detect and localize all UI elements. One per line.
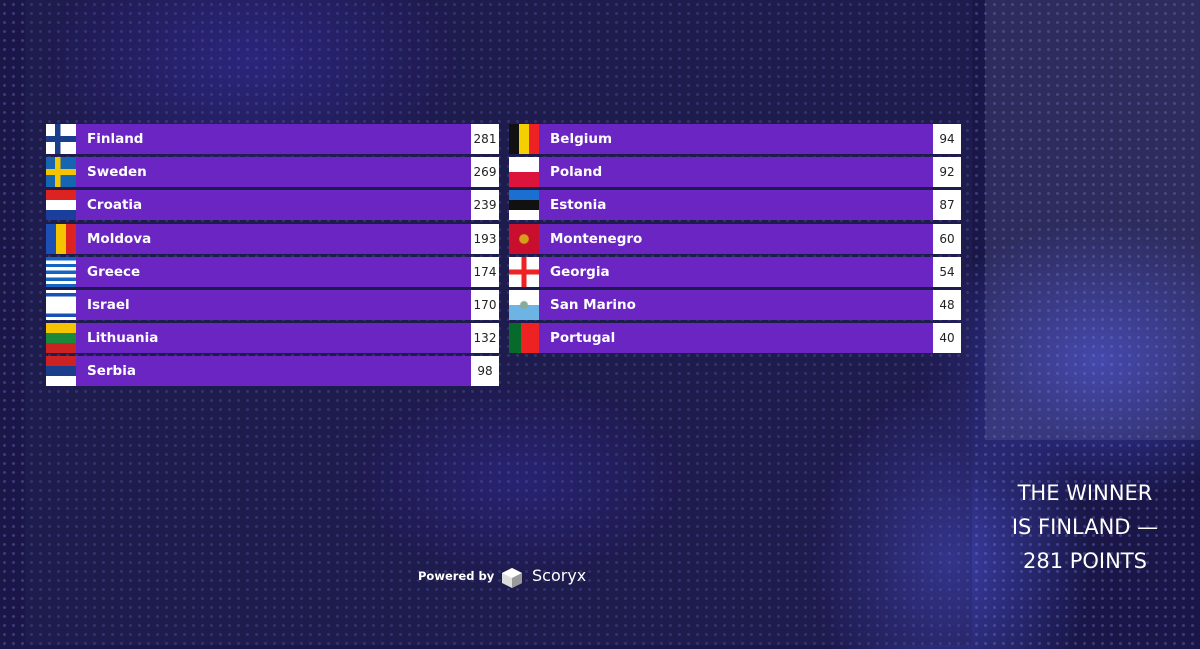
points: 60 [933, 223, 961, 254]
country-name: Serbia [76, 356, 471, 387]
country-name: Israel [76, 290, 471, 320]
country-flag [509, 124, 539, 154]
points: 40 [933, 323, 961, 354]
winner-caption: THE WINNER IS FINLAND — 281 POINTS [985, 476, 1185, 578]
points: 281 [471, 124, 499, 154]
points: 239 [471, 190, 499, 221]
powered-by: Powered by [418, 569, 495, 583]
points: 193 [471, 223, 499, 254]
points: 54 [933, 256, 961, 287]
points: 174 [471, 256, 499, 287]
country-flag [509, 190, 539, 221]
brand-name: Scoryx [532, 566, 587, 585]
points: 98 [471, 356, 499, 387]
country-flag [46, 323, 76, 354]
country-name: Montenegro [539, 223, 933, 254]
country-flag [46, 356, 76, 387]
country-name: Lithuania [76, 323, 471, 354]
country-name: Poland [539, 157, 933, 188]
country-flag [509, 223, 539, 254]
points: 94 [933, 124, 961, 154]
winner-line: IS FINLAND — [1011, 515, 1159, 539]
country-flag [509, 256, 539, 287]
country-flag [46, 223, 76, 254]
scoreboard-panel [25, 0, 972, 645]
points: 269 [471, 157, 499, 188]
points: 92 [933, 157, 961, 188]
winner-line: 281 POINTS [1022, 549, 1147, 573]
country-flag [46, 190, 76, 221]
country-name: Portugal [539, 323, 933, 354]
country-flag [46, 124, 76, 154]
country-name: Belgium [539, 124, 933, 154]
winner-line: THE WINNER [1017, 481, 1153, 505]
country-name: Moldova [76, 223, 471, 254]
country-name: Georgia [539, 256, 933, 287]
country-name: San Marino [539, 290, 933, 320]
country-flag [509, 323, 539, 354]
country-name: Finland [76, 124, 471, 154]
country-name: Sweden [76, 157, 471, 188]
side-panel [985, 0, 1200, 440]
points: 132 [471, 323, 499, 354]
country-name: Estonia [539, 190, 933, 221]
country-name: Greece [76, 256, 471, 287]
points: 170 [471, 290, 499, 320]
country-name: Croatia [76, 190, 471, 221]
country-flag [509, 290, 539, 320]
country-flag [46, 256, 76, 287]
country-flag [46, 157, 76, 188]
points: 48 [933, 290, 961, 320]
country-flag [509, 157, 539, 188]
brand-logo [502, 568, 522, 588]
country-flag [46, 290, 76, 320]
points: 87 [933, 190, 961, 221]
